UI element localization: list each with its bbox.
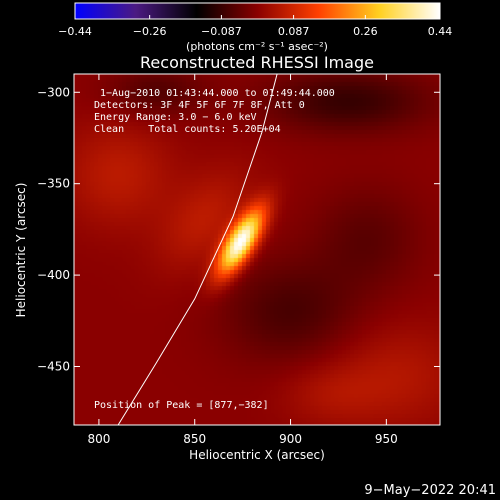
annotation-energy-range: Energy Range: 3.0 − 6.0 keV — [94, 112, 257, 123]
colorbar-tick-label: 0.26 — [353, 25, 378, 38]
heatmap-image — [74, 74, 440, 425]
plot-area: 800 850 900 950 −300 −350 −400 −450 — [37, 73, 441, 446]
colorbar-tick-label: 0.44 — [428, 25, 453, 38]
annotation-detectors: Detectors: 3F 4F 5F 6F 7F 8F, Att 0 — [94, 100, 305, 111]
colorbar-ticks: −0.44 −0.26 −0.087 0.087 0.26 0.44 — [58, 15, 452, 38]
y-tick-label: −400 — [37, 268, 70, 282]
y-tick-label: −350 — [37, 177, 70, 191]
x-tick-label: 950 — [375, 432, 398, 446]
colorbar-tick-label: −0.44 — [58, 25, 92, 38]
annotations: 1−Aug−2010 01:43:44.000 to 01:49:44.000 … — [94, 88, 335, 411]
annotation-clean-counts: Clean Total counts: 5.20E+04 — [94, 124, 281, 135]
colorbar-tick-label: 0.087 — [278, 25, 310, 38]
x-tick-label: 850 — [183, 432, 206, 446]
solar-limb-curve — [117, 74, 278, 425]
colorbar-tick-label: −0.26 — [133, 25, 167, 38]
y-tick-label: −450 — [37, 360, 70, 374]
axis-ticks: 800 850 900 950 −300 −350 −400 −450 — [37, 74, 440, 446]
colorbar-unit-label: (photons cm⁻² s⁻¹ asec⁻²) — [186, 40, 328, 53]
chart-title: Reconstructed RHESSI Image — [140, 53, 374, 72]
annotation-peak-position: Position of Peak = [877,−382] — [94, 400, 269, 411]
annotation-time-range: 1−Aug−2010 01:43:44.000 to 01:49:44.000 — [100, 88, 335, 99]
y-tick-label: −300 — [37, 85, 70, 99]
footer-timestamp: 9−May−2022 20:41 — [364, 483, 496, 498]
y-axis-label: Heliocentric Y (arcsec) — [14, 183, 28, 318]
plot-frame — [73, 73, 441, 426]
colorbar-gradient — [74, 2, 441, 20]
colorbar: −0.44 −0.26 −0.087 0.087 0.26 0.44 (photons c… — [58, 2, 452, 53]
x-tick-label: 900 — [279, 432, 302, 446]
x-axis-label: Heliocentric X (arcsec) — [189, 448, 325, 462]
colorbar-tick-label: −0.087 — [201, 25, 242, 38]
x-tick-label: 800 — [87, 432, 110, 446]
